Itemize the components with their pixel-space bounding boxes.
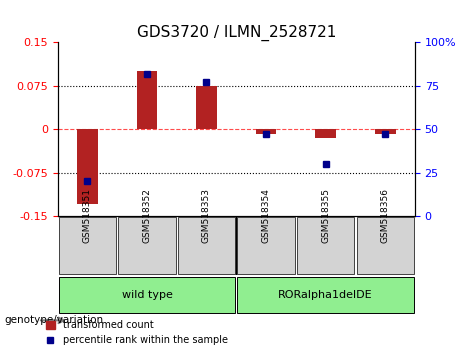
FancyBboxPatch shape [59,217,116,274]
FancyBboxPatch shape [59,278,235,313]
Legend: transformed count, percentile rank within the sample: transformed count, percentile rank withi… [42,316,232,349]
Text: GSM518351: GSM518351 [83,188,92,243]
Text: RORalpha1delDE: RORalpha1delDE [278,290,373,300]
FancyBboxPatch shape [178,217,235,274]
FancyBboxPatch shape [237,217,295,274]
FancyBboxPatch shape [237,278,414,313]
Text: GSM518356: GSM518356 [381,188,390,243]
Bar [315,129,336,138]
Text: GSM518352: GSM518352 [142,188,152,243]
Text: GSM518354: GSM518354 [261,188,271,243]
Bar [375,129,396,134]
FancyBboxPatch shape [297,217,354,274]
Title: GDS3720 / ILMN_2528721: GDS3720 / ILMN_2528721 [136,25,336,41]
Bar [196,86,217,129]
Text: wild type: wild type [122,290,172,300]
FancyBboxPatch shape [118,217,176,274]
FancyBboxPatch shape [356,217,414,274]
Bar [77,129,98,204]
Text: GSM518355: GSM518355 [321,188,330,243]
Text: genotype/variation: genotype/variation [5,315,104,325]
Bar [136,72,157,129]
Bar [255,129,277,134]
Text: GSM518353: GSM518353 [202,188,211,243]
